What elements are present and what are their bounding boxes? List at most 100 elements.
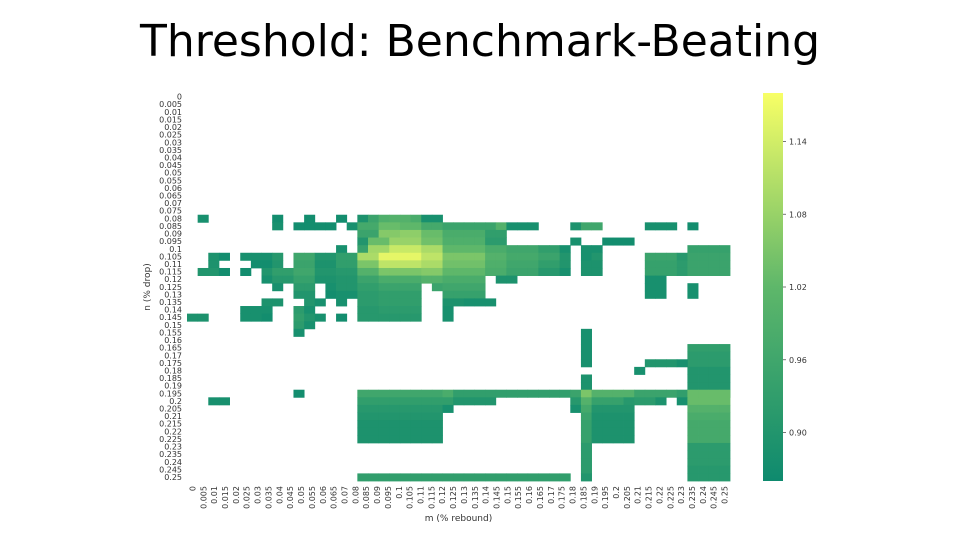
heatmap-cell: [698, 260, 710, 269]
x-tick-label: 0.115: [427, 486, 436, 509]
heatmap-cell: [314, 260, 326, 269]
heatmap-cell: [698, 382, 710, 391]
heatmap-cell: [368, 222, 380, 231]
heatmap-cell: [272, 298, 284, 307]
heatmap-cell: [591, 260, 603, 269]
heatmap-cell: [580, 344, 592, 353]
heatmap-cell: [304, 275, 316, 284]
heatmap-cell: [687, 404, 699, 413]
heatmap-cell: [378, 420, 390, 429]
heatmap-cell: [719, 382, 731, 391]
heatmap-cell: [580, 450, 592, 459]
heatmap-cell: [293, 321, 305, 330]
x-axis-label: m (% rebound): [425, 514, 492, 524]
heatmap-cell: [708, 465, 720, 474]
heatmap-cell: [676, 389, 688, 398]
heatmap-cell: [410, 229, 422, 238]
heatmap-cell: [527, 473, 539, 482]
heatmap-cell: [570, 389, 582, 398]
heatmap-cell: [410, 290, 422, 299]
heatmap-cell: [591, 420, 603, 429]
heatmap-cell: [463, 237, 475, 246]
heatmap-cell: [580, 404, 592, 413]
heatmap-cell: [676, 260, 688, 269]
heatmap-cell: [378, 412, 390, 421]
heatmap-cell: [644, 359, 656, 368]
heatmap-cell: [602, 412, 614, 421]
heatmap-cell: [549, 252, 561, 261]
heatmap-cell: [463, 389, 475, 398]
heatmap-cell: [378, 214, 390, 223]
y-tick-label: 0.18: [164, 366, 182, 375]
heatmap-cell: [495, 275, 507, 284]
y-tick-label: 0.035: [159, 146, 182, 155]
heatmap-cell: [580, 267, 592, 276]
heatmap-cell: [495, 473, 507, 482]
heatmap-cell: [368, 473, 380, 482]
heatmap-cell: [304, 283, 316, 292]
heatmap-cell: [357, 313, 369, 322]
heatmap-cell: [463, 222, 475, 231]
x-tick-label: 0.105: [406, 486, 415, 509]
heatmap-cell: [708, 382, 720, 391]
heatmap-cell: [410, 427, 422, 436]
heatmap-cell: [368, 290, 380, 299]
heatmap-cell: [591, 427, 603, 436]
heatmap-cell: [485, 473, 497, 482]
heatmap-cell: [378, 389, 390, 398]
heatmap-cell: [453, 397, 465, 406]
y-tick-label: 0.075: [159, 207, 182, 216]
heatmap-cell: [431, 275, 443, 284]
heatmap-cell: [623, 427, 635, 436]
heatmap-cell: [431, 404, 443, 413]
heatmap-cell: [399, 389, 411, 398]
heatmap-cell: [410, 237, 422, 246]
x-tick-label: 0.11: [416, 486, 425, 504]
heatmap-cell: [698, 397, 710, 406]
heatmap-cell: [602, 420, 614, 429]
heatmap-cell: [559, 252, 571, 261]
heatmap-cell: [719, 245, 731, 254]
heatmap-cell: [485, 389, 497, 398]
heatmap-cell: [431, 397, 443, 406]
x-tick-label: 0.04: [275, 486, 284, 504]
heatmap-cell: [421, 420, 433, 429]
heatmap-cell: [623, 420, 635, 429]
heatmap-cell: [719, 473, 731, 482]
y-tick-label: 0.005: [159, 100, 182, 109]
heatmap-cell: [336, 252, 348, 261]
heatmap-cell: [399, 222, 411, 231]
heatmap-cell: [240, 252, 252, 261]
y-tick-label: 0.015: [159, 115, 182, 124]
heatmap-cell: [389, 260, 401, 269]
heatmap-cell: [708, 473, 720, 482]
heatmap-cell: [325, 267, 337, 276]
heatmap-cell: [655, 260, 667, 269]
heatmap-cell: [431, 427, 443, 436]
heatmap-cell: [378, 313, 390, 322]
x-tick-label: 0.005: [199, 486, 208, 509]
heatmap-cell: [218, 267, 230, 276]
heatmap-cell: [399, 237, 411, 246]
heatmap-cell: [378, 298, 390, 307]
heatmap-cell: [431, 260, 443, 269]
x-tick-label: 0.085: [362, 486, 371, 509]
heatmap-cell: [293, 306, 305, 315]
y-tick-label: 0.025: [159, 131, 182, 140]
heatmap-cell: [463, 397, 475, 406]
heatmap-cell: [368, 397, 380, 406]
heatmap-cell: [325, 290, 337, 299]
heatmap-cell: [485, 252, 497, 261]
heatmap-cell: [687, 473, 699, 482]
x-tick-label: 0.25: [721, 486, 730, 504]
x-tick-label: 0.225: [666, 486, 675, 509]
heatmap-cell: [442, 306, 454, 315]
heatmap-cell: [719, 397, 731, 406]
heatmap-cell: [644, 275, 656, 284]
heatmap-cell: [602, 427, 614, 436]
heatmap-cell: [580, 427, 592, 436]
heatmap-cell: [698, 465, 710, 474]
heatmap-cell: [506, 252, 518, 261]
y-tick-label: 0.105: [159, 252, 182, 261]
y-tick-label: 0.17: [164, 351, 182, 360]
